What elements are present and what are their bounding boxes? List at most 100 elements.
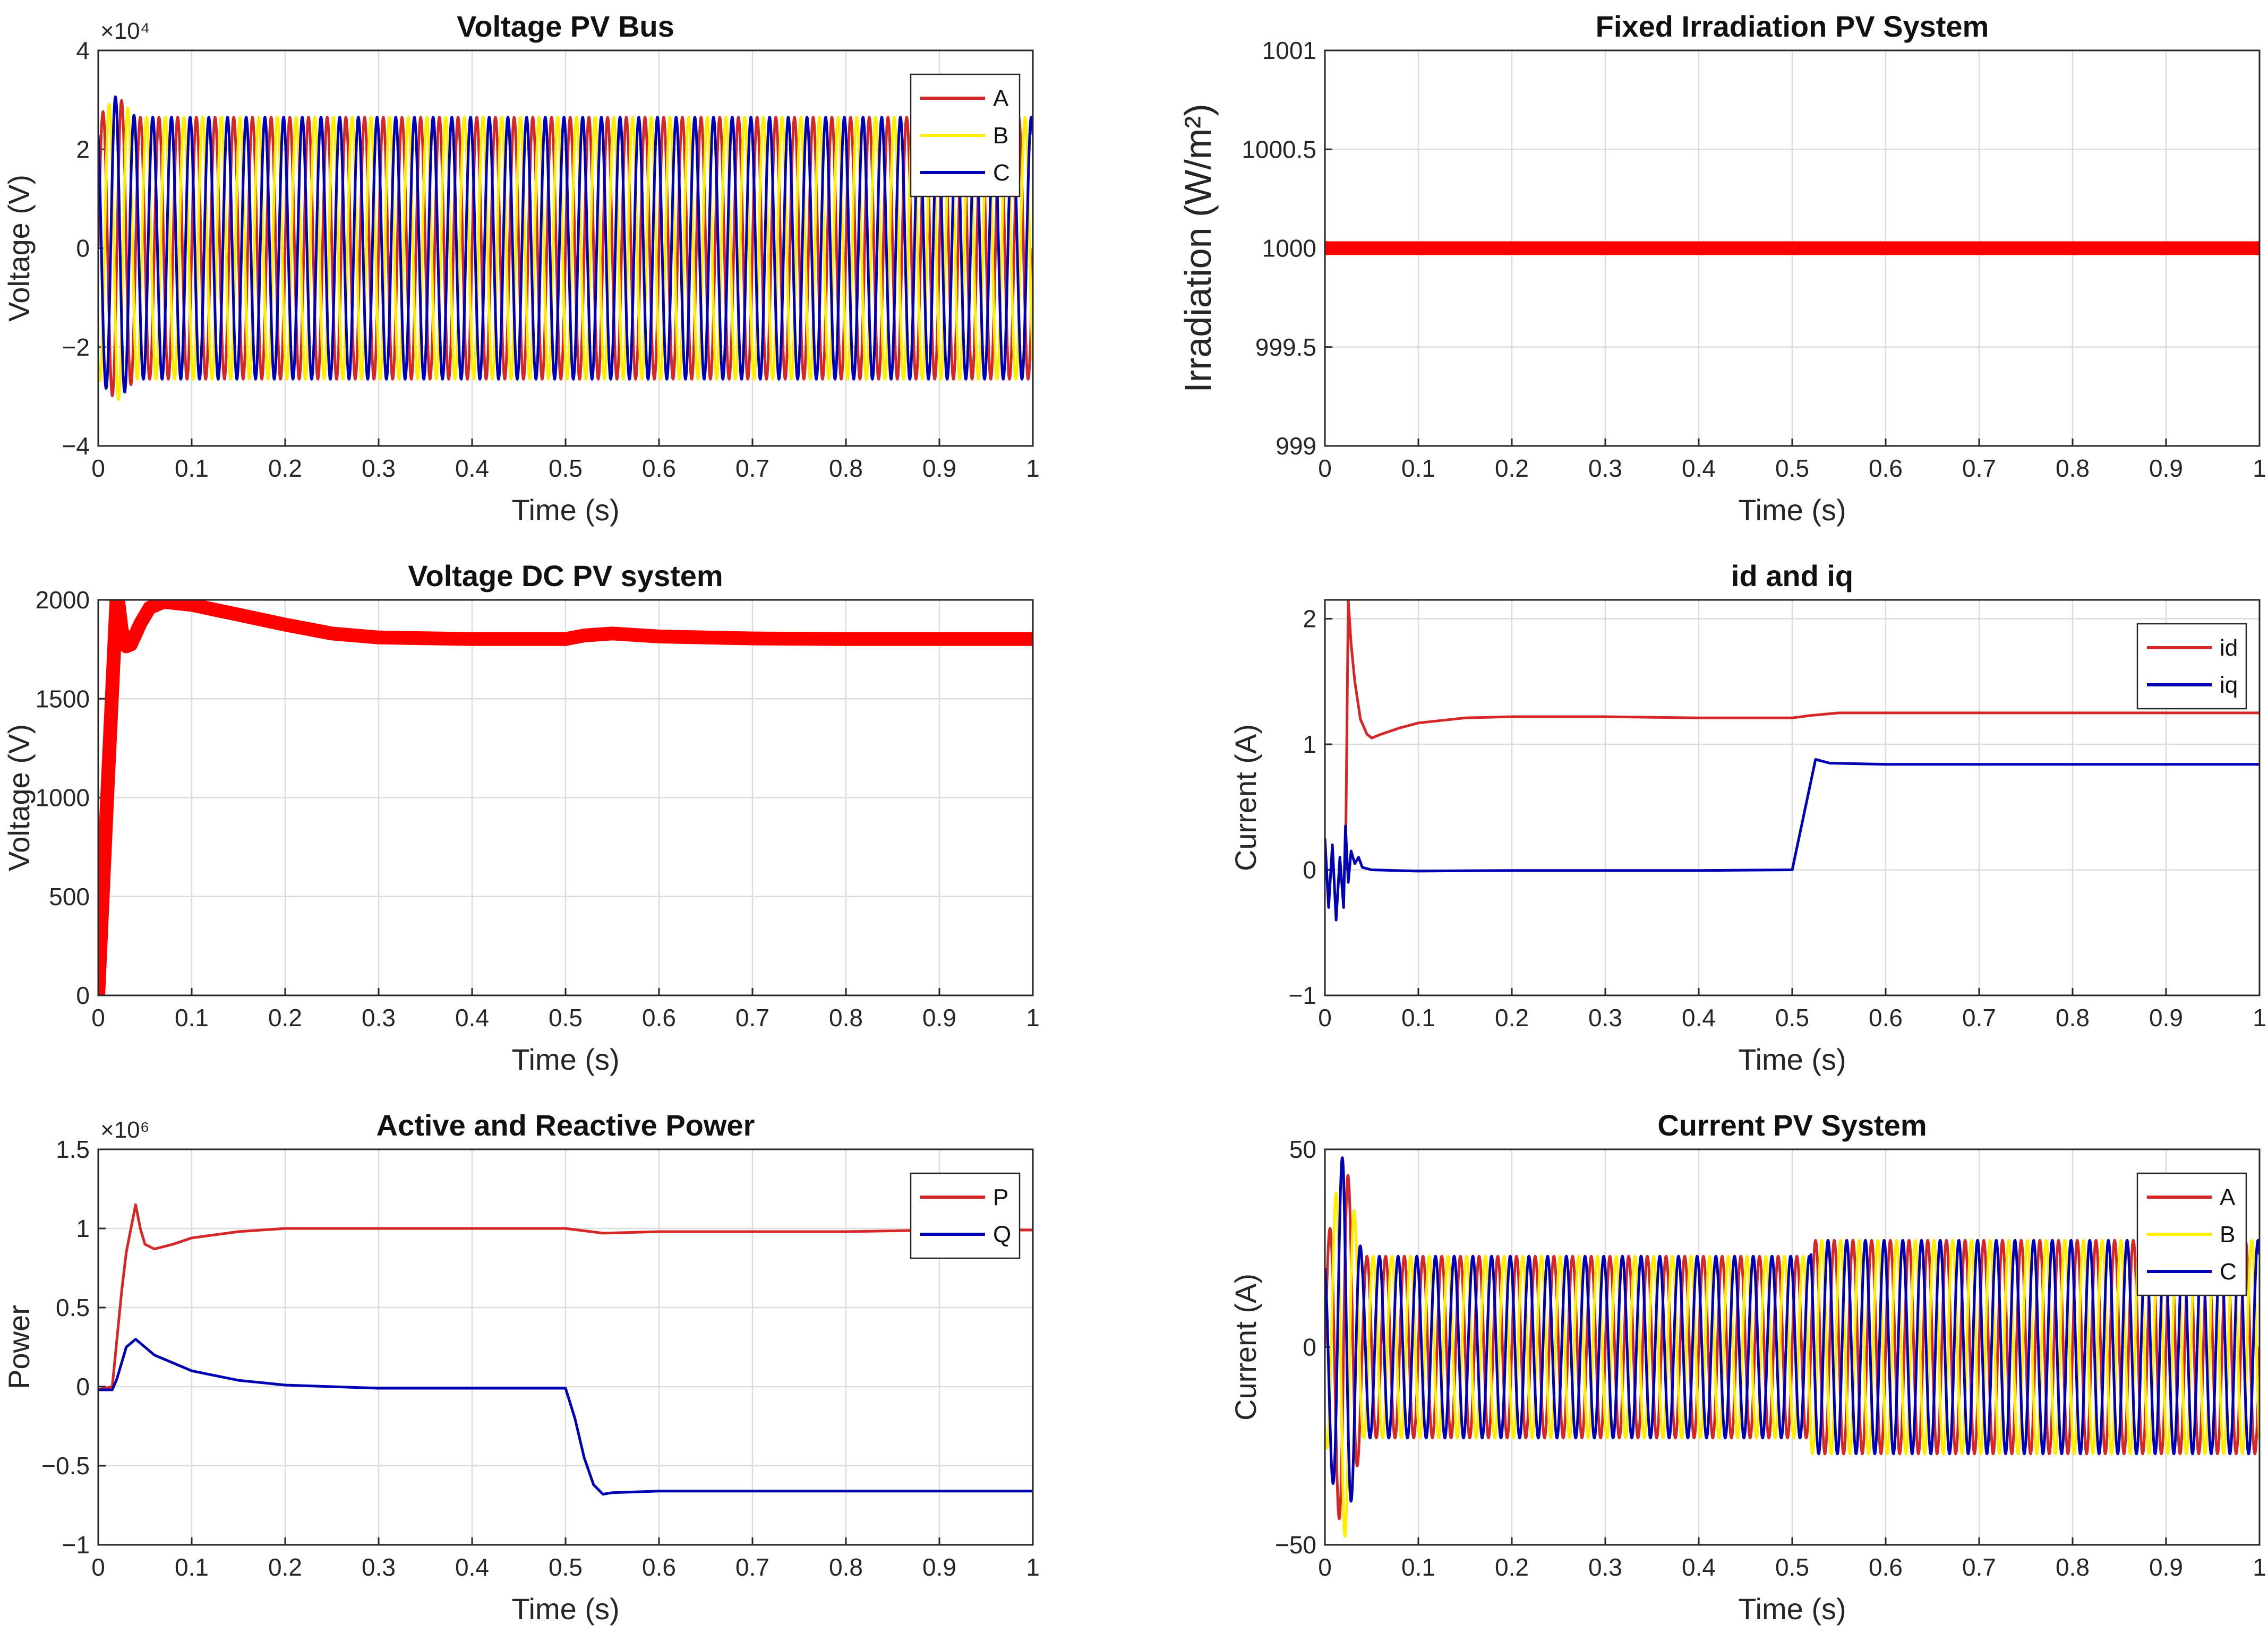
y-tick-label: −0.5 xyxy=(41,1452,90,1480)
y-tick-label: 2 xyxy=(76,135,90,163)
chart-title: Current PV System xyxy=(1657,1108,1927,1142)
x-tick-label: 0.1 xyxy=(1401,454,1435,482)
y-tick-label: 1.5 xyxy=(56,1136,90,1163)
y-tick-label: −2 xyxy=(62,333,90,361)
legend-label-c: C xyxy=(2220,1259,2237,1285)
y-tick-label: 2 xyxy=(1303,605,1316,632)
plot-border xyxy=(1324,49,2261,447)
series-line-b xyxy=(98,102,1033,401)
series-line-b xyxy=(1325,1191,2260,1538)
x-tick-label: 0.1 xyxy=(1401,1004,1435,1031)
x-axis-label: Time (s) xyxy=(1738,1592,1846,1626)
series-group xyxy=(98,600,1033,995)
x-tick-label: 0.8 xyxy=(2056,454,2090,482)
x-tick-label: 0.4 xyxy=(455,1553,489,1581)
y-axis-label: Irradiation (W/m²) xyxy=(1177,104,1219,392)
series-line-id xyxy=(1344,600,2260,870)
x-tick-label: 0.1 xyxy=(1401,1553,1435,1581)
legend-label-a: A xyxy=(2220,1184,2236,1210)
x-tick-label: 0.1 xyxy=(175,454,209,482)
x-tick-label: 0.5 xyxy=(1775,454,1809,482)
series-group xyxy=(98,1203,1033,1496)
chart-title: Voltage DC PV system xyxy=(408,559,723,592)
x-axis-label: Time (s) xyxy=(511,493,619,527)
x-tick-label: 0.2 xyxy=(1495,1553,1529,1581)
x-tick-label: 1 xyxy=(2253,1553,2266,1581)
chart-active-reactive-power: 0 0.1 0.2 0.3 0.4 0.5 0.6 0.7 0.8 0.9 1 −1 −0.5 0 0.5 1… xyxy=(2,1108,1040,1626)
x-tick-label: 0.3 xyxy=(1588,454,1622,482)
x-tick-label: 0.6 xyxy=(1869,1004,1903,1031)
x-tick-label: 0.9 xyxy=(922,1004,956,1031)
legend-label-p: P xyxy=(993,1184,1008,1210)
x-tick-label: 0.7 xyxy=(735,1553,769,1581)
x-tick-label: 0.5 xyxy=(1775,1553,1809,1581)
x-tick-label: 0.6 xyxy=(642,454,676,482)
x-tick-label: 1 xyxy=(2253,454,2266,482)
legend: id iq xyxy=(2136,623,2247,710)
x-tick-label: 0.2 xyxy=(1495,454,1529,482)
y-axis-label: Voltage (V) xyxy=(2,175,36,322)
x-axis-label: Time (s) xyxy=(1738,1043,1846,1076)
x-axis-label: Time (s) xyxy=(511,1043,619,1076)
x-tick-label: 0.2 xyxy=(1495,1004,1529,1031)
x-tick-label: 0.7 xyxy=(1962,1553,1996,1581)
x-tick-label: 0.2 xyxy=(268,1553,302,1581)
y-tick-label: 1500 xyxy=(36,685,90,712)
y-tick-label: 1000 xyxy=(36,784,90,812)
x-tick-label: 0.6 xyxy=(1869,454,1903,482)
legend: PQ xyxy=(910,1172,1021,1259)
series-line-a xyxy=(1325,1174,2260,1520)
x-tick-label: 0.8 xyxy=(829,1553,863,1581)
x-tick-label: 0.4 xyxy=(455,454,489,482)
x-tick-label: 0.6 xyxy=(642,1553,676,1581)
y-tick-label: −1 xyxy=(62,1531,90,1559)
x-tick-label: 0.1 xyxy=(175,1004,209,1031)
plot-border xyxy=(97,49,1034,447)
x-tick-label: 1 xyxy=(1026,454,1040,482)
chart-voltage-pv-bus: 0 0.1 0.2 0.3 0.4 0.5 0.6 0.7 0.8 0.9 1 −4 −2 0 2 4 Volt… xyxy=(2,10,1040,527)
x-tick-label: 0.8 xyxy=(829,454,863,482)
x-tick-label: 0.4 xyxy=(1682,1553,1716,1581)
x-tick-label: 0 xyxy=(91,454,105,482)
y-tick-label: 1 xyxy=(1303,730,1316,758)
y-axis-label: Current (A) xyxy=(1229,1274,1262,1421)
y-tick-label: 1001 xyxy=(1262,37,1316,64)
legend-label-iq: iq xyxy=(2220,672,2238,698)
x-tick-label: 0.6 xyxy=(642,1004,676,1031)
y-tick-label: 50 xyxy=(1289,1136,1316,1163)
x-tick-label: 0.4 xyxy=(1682,1004,1716,1031)
x-tick-label: 1 xyxy=(1026,1004,1040,1031)
series-line-q xyxy=(98,1338,1033,1496)
x-tick-label: 0.3 xyxy=(1588,1553,1622,1581)
legend-label-q: Q xyxy=(993,1222,1011,1248)
series-line-c xyxy=(98,95,1033,394)
x-axis-label: Time (s) xyxy=(1738,493,1846,527)
y-tick-label: 0 xyxy=(1303,1334,1316,1361)
x-tick-label: 0.6 xyxy=(1869,1553,1903,1581)
y-tick-label: 1 xyxy=(76,1215,90,1242)
x-tick-label: 1 xyxy=(2253,1004,2266,1031)
series-line-vdc xyxy=(98,600,1033,995)
y-tick-label: 0.5 xyxy=(56,1294,90,1321)
x-tick-label: 0.9 xyxy=(922,454,956,482)
y-tick-label: 1000.5 xyxy=(1242,135,1316,163)
x-tick-label: 0.9 xyxy=(2149,454,2183,482)
chart-voltage-dc: 0 0.1 0.2 0.3 0.4 0.5 0.6 0.7 0.8 0.9 1 0 500 1000 150… xyxy=(2,559,1040,1076)
y-tick-label: −50 xyxy=(1275,1531,1316,1559)
x-tick-label: 0.2 xyxy=(268,454,302,482)
y-tick-label: 0 xyxy=(1303,856,1316,883)
axis-exponent-label: ×10⁶ xyxy=(100,1117,150,1143)
x-tick-label: 0.7 xyxy=(1962,454,1996,482)
legend-label-b: B xyxy=(993,123,1008,149)
x-tick-label: 0.3 xyxy=(362,1004,396,1031)
x-tick-label: 0.4 xyxy=(1682,454,1716,482)
chart-fixed-irradiation: 0 0.1 0.2 0.3 0.4 0.5 0.6 0.7 0.8 0.9 1 999 999.5 100… xyxy=(1177,10,2266,527)
x-tick-label: 0.7 xyxy=(735,454,769,482)
x-tick-label: 0.3 xyxy=(362,1553,396,1581)
plot-border xyxy=(97,1148,1034,1546)
x-axis-label: Time (s) xyxy=(511,1592,619,1626)
chart-title: Fixed Irradiation PV System xyxy=(1596,10,1989,43)
y-tick-label: 0 xyxy=(76,235,90,262)
chart-title: id and iq xyxy=(1731,559,1853,592)
